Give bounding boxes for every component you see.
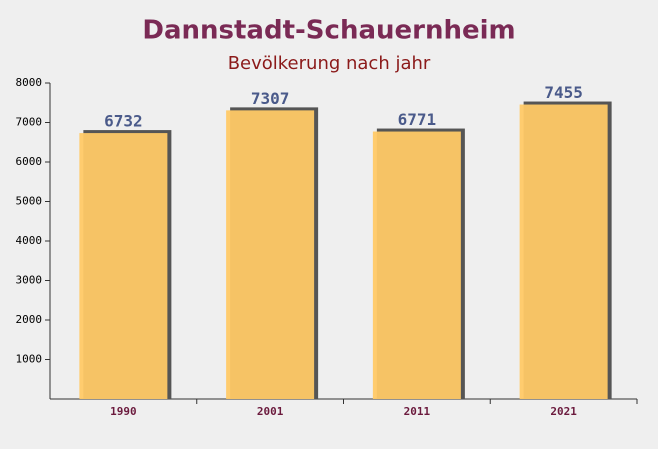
bar bbox=[372, 131, 461, 399]
chart-title: Dannstadt-Schauernheim bbox=[142, 16, 515, 46]
y-tick-label: 1000 bbox=[16, 353, 43, 366]
value-label: 6771 bbox=[398, 110, 437, 129]
bar bbox=[519, 104, 608, 399]
chart-subtitle: Bevölkerung nach jahr bbox=[228, 53, 431, 74]
y-tick-label: 4000 bbox=[16, 234, 43, 247]
x-tick-label: 2011 bbox=[404, 405, 431, 418]
y-tick-label: 3000 bbox=[16, 274, 43, 287]
x-tick-label: 1990 bbox=[110, 405, 137, 418]
value-label: 7307 bbox=[251, 89, 290, 108]
value-label: 6732 bbox=[104, 112, 143, 131]
bar bbox=[79, 133, 168, 399]
y-tick-label: 8000 bbox=[16, 76, 43, 89]
x-tick-label: 2021 bbox=[550, 405, 577, 418]
y-tick-label: 2000 bbox=[16, 313, 43, 326]
bar bbox=[226, 110, 315, 399]
value-label: 7455 bbox=[544, 83, 583, 102]
y-tick-label: 6000 bbox=[16, 155, 43, 168]
y-tick-label: 7000 bbox=[16, 116, 43, 129]
x-tick-label: 2001 bbox=[257, 405, 284, 418]
y-tick-label: 5000 bbox=[16, 195, 43, 208]
